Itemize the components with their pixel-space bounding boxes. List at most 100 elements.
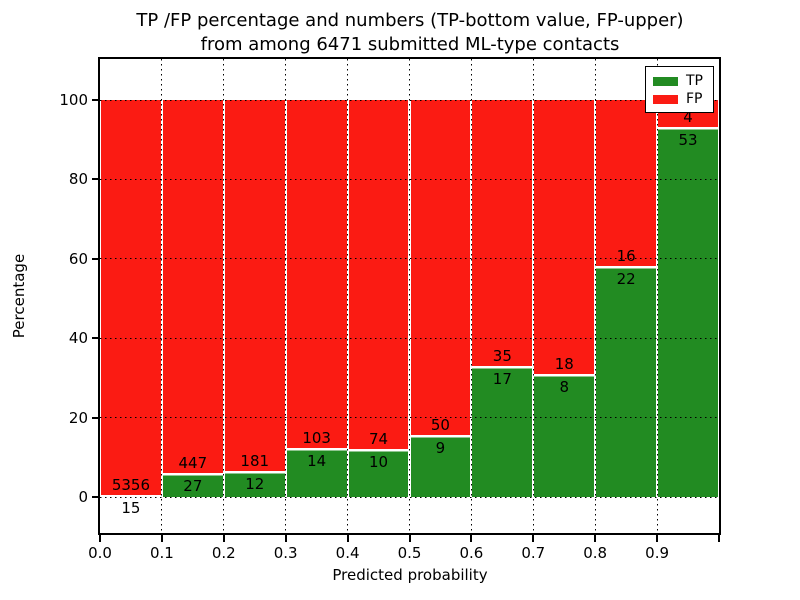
bar-segment-fp — [471, 100, 534, 368]
x-tick-label: 0.0 — [88, 544, 112, 562]
x-tick-mark — [656, 535, 659, 542]
bar-segment-tp — [533, 374, 596, 497]
tp-count-label: 10 — [368, 452, 389, 471]
legend-item-fp: FP — [653, 90, 706, 108]
horizontal-gridline — [100, 417, 719, 419]
vertical-gridline — [656, 59, 658, 533]
horizontal-gridline — [100, 178, 719, 180]
fp-count-label: 35 — [492, 347, 512, 366]
x-tick-label: 0.5 — [397, 544, 422, 562]
fp-count-label: 4 — [683, 107, 693, 126]
bar-segment-fp — [223, 100, 286, 473]
tp-count-label: 9 — [435, 439, 446, 458]
tp-count-label: 53 — [678, 130, 698, 149]
y-tick-label: 0 — [78, 488, 88, 506]
bar-segment-fp — [161, 100, 224, 475]
y-tick-label: 80 — [68, 170, 88, 189]
bar-segment-fp — [533, 100, 596, 375]
fp-count-label: 181 — [240, 452, 270, 471]
x-tick-mark — [718, 535, 720, 542]
y-axis-label: Percentage — [10, 253, 28, 339]
tp-count-label: 17 — [492, 370, 512, 389]
x-axis-label: Predicted probability — [332, 566, 488, 584]
x-tick-label: 0.1 — [149, 544, 174, 562]
legend: TP FP — [645, 66, 714, 113]
bar-segment-fp — [285, 100, 348, 450]
x-tick-mark — [222, 535, 225, 542]
x-tick-mark — [594, 535, 597, 542]
x-tick-mark — [470, 535, 473, 542]
bar-segment-tp — [223, 472, 286, 497]
vertical-gridline — [347, 59, 349, 533]
bar-segment-tp — [471, 367, 534, 497]
vertical-gridline — [161, 59, 163, 533]
y-tick-mark — [92, 178, 99, 181]
vertical-gridline — [409, 59, 410, 533]
fp-count-label: 103 — [302, 429, 331, 448]
legend-label-tp: TP — [686, 73, 703, 89]
fp-count-label: 74 — [368, 429, 389, 448]
y-tick-mark — [92, 337, 99, 340]
chart-title-line2: from among 6471 submitted ML-type contac… — [200, 34, 620, 55]
x-tick-mark — [408, 535, 411, 542]
x-tick-mark — [346, 535, 349, 542]
x-tick-label: 0.3 — [273, 544, 298, 562]
x-tick-mark — [284, 535, 287, 542]
bar-segment-tp — [595, 267, 658, 497]
x-tick-mark — [532, 535, 535, 542]
y-tick-mark — [92, 496, 99, 498]
tp-color-swatch — [653, 76, 678, 86]
y-tick-mark — [92, 99, 99, 101]
y-tick-mark — [92, 416, 99, 419]
bar-segment-tp — [409, 436, 472, 497]
fp-color-swatch — [653, 94, 678, 104]
x-tick-label: 0.6 — [459, 544, 484, 562]
fp-count-label: 18 — [554, 354, 574, 373]
y-tick-label: 60 — [68, 249, 88, 268]
x-tick-label: 0.4 — [335, 544, 360, 562]
fp-count-label: 16 — [616, 247, 636, 266]
tp-count-label: 8 — [559, 377, 570, 396]
horizontal-gridline — [100, 258, 719, 260]
vertical-gridline — [285, 59, 287, 533]
vertical-gridline — [532, 59, 534, 533]
fp-count-label: 5356 — [111, 475, 151, 494]
fp-count-label: 50 — [430, 416, 450, 435]
tp-count-label: 12 — [245, 475, 265, 494]
x-tick-label: 0.9 — [645, 544, 670, 562]
y-tick-mark — [92, 257, 99, 260]
vertical-gridline — [594, 59, 596, 533]
legend-label-fp: FP — [686, 91, 703, 107]
horizontal-gridline — [100, 496, 719, 498]
tp-count-label: 27 — [183, 477, 203, 496]
chart-title: TP /FP percentage and numbers (TP-bottom… — [10, 9, 800, 57]
bar-segment-tp — [100, 495, 162, 497]
tp-count-label: 15 — [121, 498, 141, 517]
legend-item-tp: TP — [653, 72, 706, 90]
y-tick-label: 100 — [59, 91, 88, 109]
bar-segment-fp — [347, 100, 410, 450]
bar-segment-tp — [657, 127, 719, 497]
bar-segment-tp — [347, 449, 410, 497]
vertical-gridline — [223, 59, 225, 533]
plot-area: 5356 15 447 27 181 12 103 14 74 10 50 9 35 17 18 8 16 22 4… — [100, 59, 719, 533]
bar-segment-tp — [285, 449, 348, 497]
y-tick-label: 40 — [68, 329, 88, 348]
fp-count-label: 447 — [178, 454, 208, 473]
bar-segment-fp — [409, 100, 472, 437]
horizontal-gridline — [100, 99, 719, 101]
x-tick-label: 0.8 — [583, 544, 608, 562]
tp-count-label: 14 — [307, 452, 327, 471]
bar-segment-tp — [161, 474, 224, 497]
horizontal-gridline — [100, 337, 719, 339]
x-tick-mark — [99, 535, 101, 542]
vertical-gridline — [470, 59, 472, 533]
bar-segment-fp — [100, 100, 162, 496]
y-tick-label: 20 — [68, 408, 88, 427]
bar-segment-fp — [595, 100, 658, 268]
chart-title-line1: TP /FP percentage and numbers (TP-bottom… — [136, 10, 684, 31]
x-tick-label: 0.7 — [521, 544, 546, 562]
x-tick-mark — [160, 535, 163, 542]
x-tick-label: 0.2 — [211, 544, 236, 562]
